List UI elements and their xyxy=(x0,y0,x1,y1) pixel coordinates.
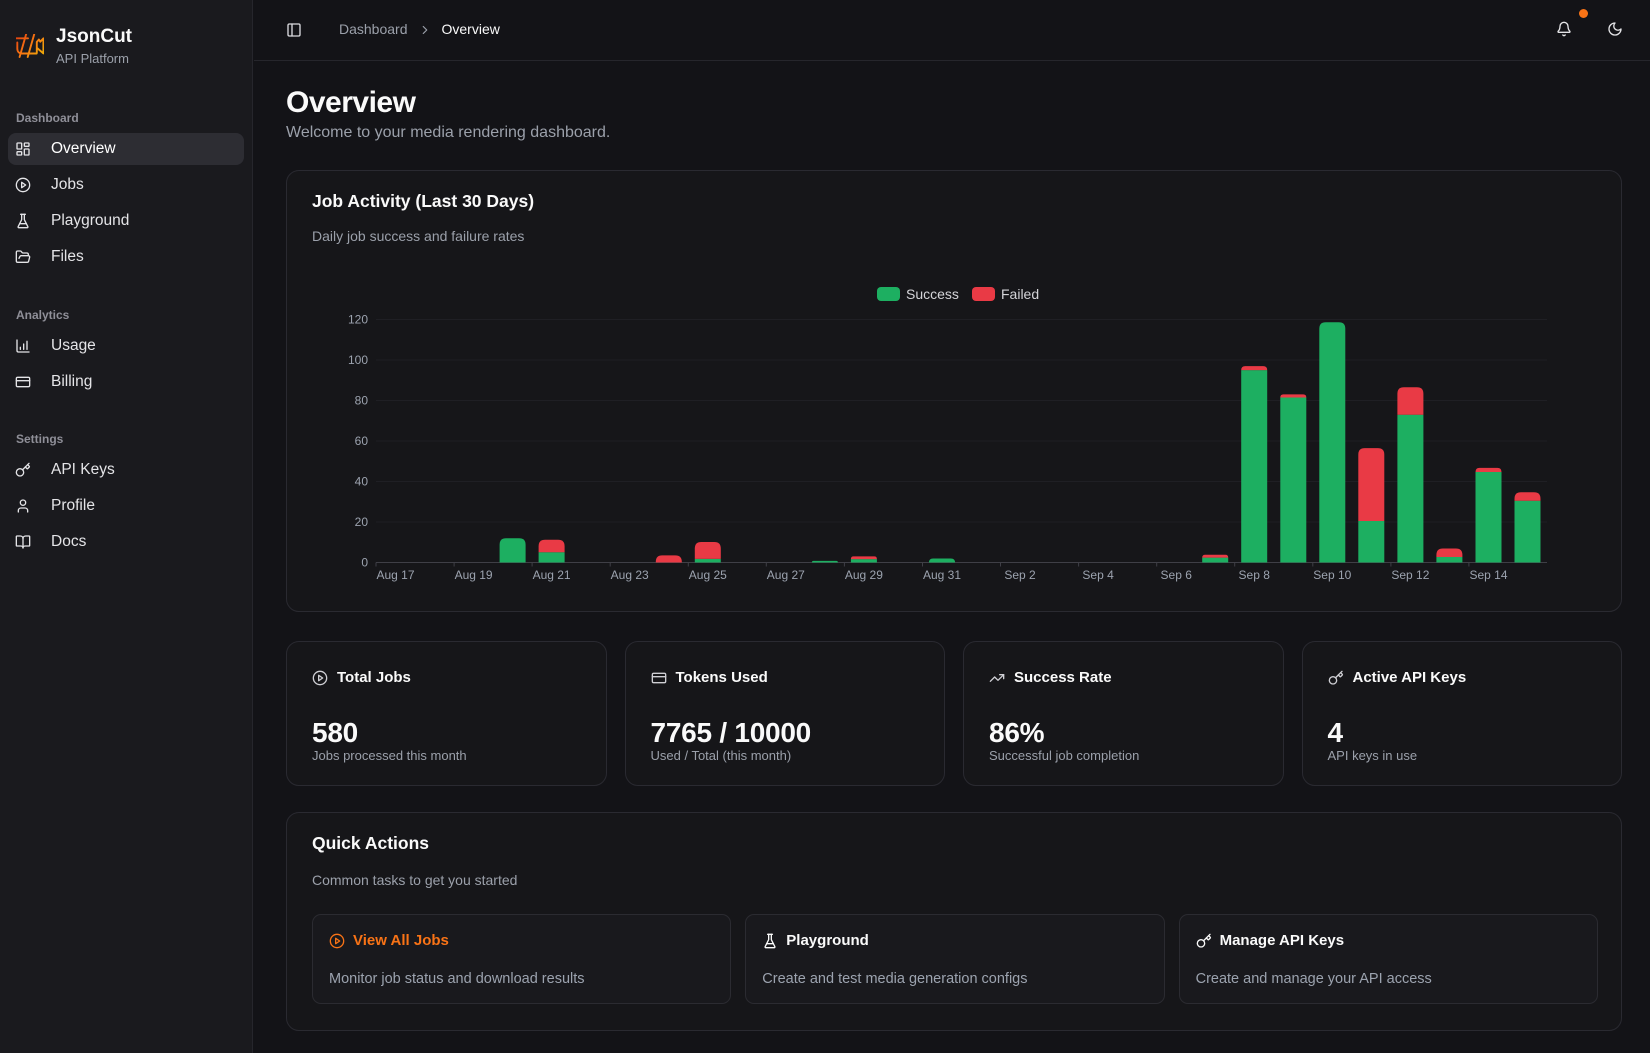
svg-text:Sep 2: Sep 2 xyxy=(1004,568,1036,582)
svg-text:Sep 14: Sep 14 xyxy=(1469,568,1507,582)
svg-text:Sep 12: Sep 12 xyxy=(1391,568,1429,582)
svg-text:Aug 21: Aug 21 xyxy=(533,568,571,582)
svg-text:Aug 31: Aug 31 xyxy=(923,568,961,582)
svg-text:Success: Success xyxy=(906,286,959,302)
svg-text:120: 120 xyxy=(348,313,368,327)
svg-text:Failed: Failed xyxy=(1001,286,1039,302)
svg-text:100: 100 xyxy=(348,353,368,367)
svg-text:20: 20 xyxy=(355,515,369,529)
svg-text:Aug 25: Aug 25 xyxy=(689,568,727,582)
svg-text:Aug 27: Aug 27 xyxy=(767,568,805,582)
svg-text:0: 0 xyxy=(361,556,368,570)
svg-text:Sep 10: Sep 10 xyxy=(1313,568,1351,582)
svg-text:40: 40 xyxy=(355,475,369,489)
svg-text:Sep 6: Sep 6 xyxy=(1161,568,1193,582)
svg-text:Aug 29: Aug 29 xyxy=(845,568,883,582)
svg-text:Aug 17: Aug 17 xyxy=(376,568,414,582)
svg-text:Sep 8: Sep 8 xyxy=(1239,568,1271,582)
svg-text:Sep 4: Sep 4 xyxy=(1082,568,1114,582)
svg-text:60: 60 xyxy=(355,434,369,448)
svg-text:Aug 23: Aug 23 xyxy=(611,568,649,582)
svg-text:80: 80 xyxy=(355,394,369,408)
svg-text:Aug 19: Aug 19 xyxy=(455,568,493,582)
